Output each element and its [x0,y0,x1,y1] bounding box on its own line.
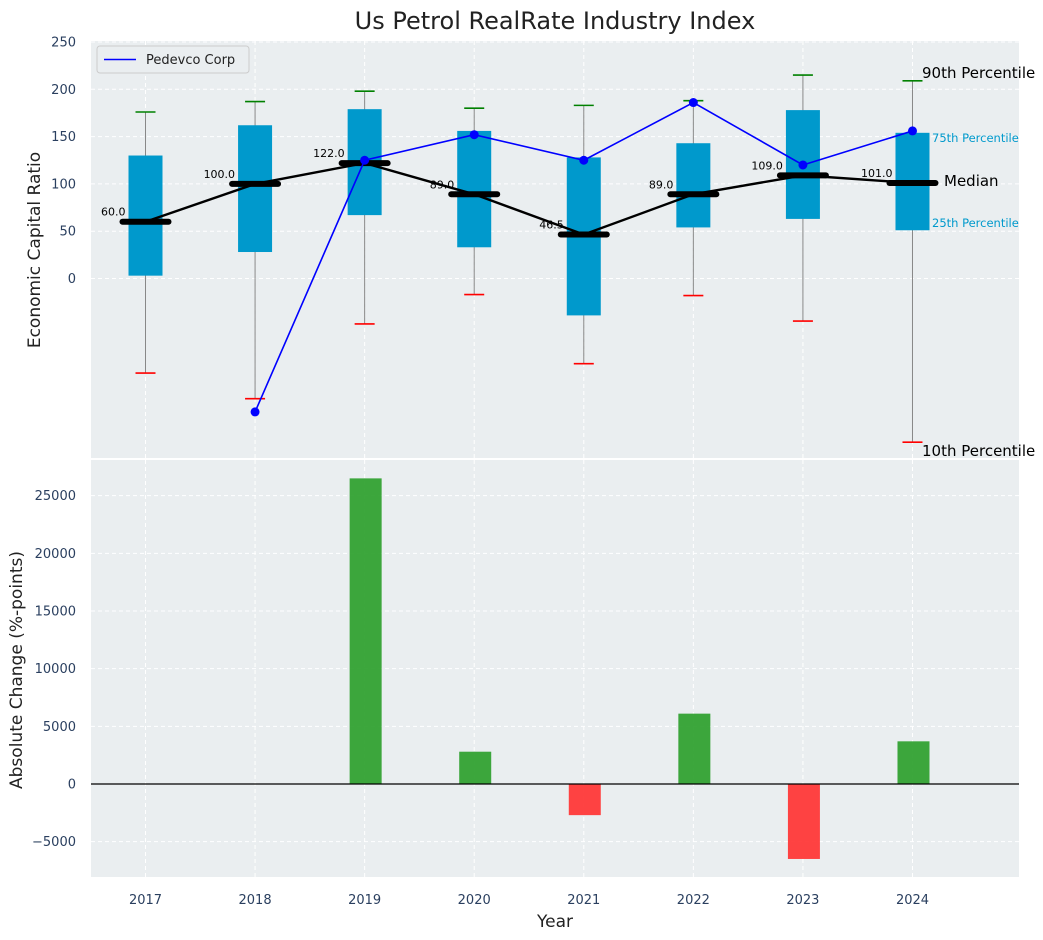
median-label-2022: 89.0 [649,178,674,191]
p25-annotation: 25th Percentile [932,216,1019,230]
p10-annotation: 10th Percentile [922,442,1035,460]
bottom-y-tick-label: 5000 [43,720,76,735]
series-point-pedevco-2021 [579,155,589,165]
bottom-y-tick-label: 20000 [35,547,76,562]
top-y-tick-labels: 0 50 100 150 200 250 [51,36,76,288]
bottom-y-tick-label: 25000 [35,489,76,504]
x-tick-label-2018: 2018 [239,893,272,908]
bottom-y-tick-labels: −5000 0 5000 10000 15000 20000 25000 [32,489,76,850]
bottom-y-tick-label: 10000 [35,662,76,677]
box-2022 [676,143,711,228]
bar-2019 [349,478,382,784]
median-label-2018: 100.0 [204,168,236,181]
bar-2021 [568,784,601,816]
top-y-tick-label: 50 [59,225,76,240]
top-y-tick-label: 0 [68,272,76,287]
x-tick-label-2019: 2019 [348,893,381,908]
p75-annotation: 75th Percentile [932,131,1019,145]
median-label-2019: 122.0 [313,147,345,160]
median-label-2023: 109.0 [751,159,783,172]
x-tick-label-2020: 2020 [458,893,491,908]
top-y-tick-label: 100 [51,177,76,192]
x-tick-labels: 2017 2018 2019 2020 2021 2022 2023 2024 [129,893,929,908]
bottom-y-tick-label: −5000 [32,835,76,850]
bottom-y-tick-label: 0 [68,778,76,793]
median-label-2017: 60.0 [101,206,126,219]
median-label-2024: 101.0 [861,167,893,180]
legend: Pedevco Corp [96,45,250,74]
series-point-pedevco-2019 [360,155,370,165]
median-label-2020: 89.0 [430,178,455,191]
top-y-tick-label: 200 [51,83,76,98]
p90-annotation: 90th Percentile [922,64,1035,82]
x-tick-label-2024: 2024 [896,893,929,908]
median-line [145,161,913,236]
top-y-tick-label: 150 [51,130,76,145]
box-2020 [457,130,492,248]
x-tick-label-2021: 2021 [567,893,600,908]
series-point-pedevco-2020 [469,130,479,140]
bottom-bars [91,478,1019,859]
series-point-pedevco-2024 [907,126,917,136]
top-y-axis-label: Economic Capital Ratio [25,152,45,348]
x-tick-label-2023: 2023 [786,893,819,908]
median-label-2021: 46.5 [539,219,564,232]
top-y-tick-label: 250 [51,36,76,51]
legend-box [96,45,250,74]
median-annotation: Median [944,172,999,190]
x-axis-label: Year [536,912,573,932]
x-tick-label-2017: 2017 [129,893,162,908]
bottom-y-tick-label: 15000 [35,605,76,620]
bar-2024 [897,741,930,784]
legend-label-pedevco: Pedevco Corp [146,53,235,68]
series-point-pedevco-2023 [798,160,808,170]
bottom-y-axis-label: Absolute Change (%-points) [7,551,27,789]
series-point-pedevco-2022 [688,98,698,108]
bar-2022 [678,713,711,784]
top-plot-area [91,41,1019,458]
x-tick-label-2022: 2022 [677,893,710,908]
top-plot-marks: 60.0 100.0 122.0 89.0 46.5 89.0 109.0 101.0 [101,74,939,443]
box-2017 [128,155,163,276]
series-point-pedevco-2018 [250,407,260,417]
chart-title: Us Petrol RealRate Industry Index [355,7,756,35]
bar-2020 [459,751,492,784]
bar-2023 [787,784,820,859]
